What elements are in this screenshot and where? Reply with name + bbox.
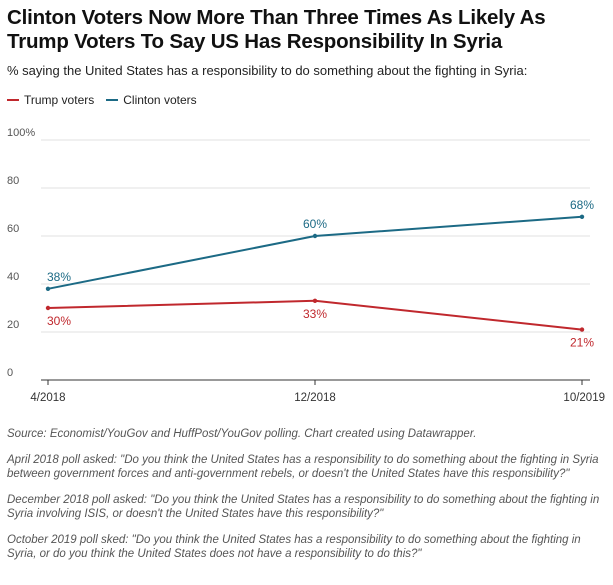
- chart-title: Clinton Voters Now More Than Three Times…: [7, 6, 546, 53]
- legend-item-clinton: Clinton voters: [106, 93, 197, 107]
- december-poll-note: December 2018 poll asked: "Do you think …: [7, 494, 600, 520]
- legend-item-trump: Trump voters: [7, 93, 94, 107]
- data-point-trump: [45, 305, 51, 311]
- y-tick-label: 20: [7, 319, 19, 331]
- october-poll-note: October 2019 poll sked: "Do you think th…: [7, 534, 581, 560]
- data-point-clinton: [312, 233, 318, 239]
- data-label-trump: 33%: [303, 307, 327, 321]
- april-poll-note: April 2018 poll asked: "Do you think the…: [7, 454, 599, 480]
- data-point-clinton: [45, 286, 51, 291]
- legend-label-clinton: Clinton voters: [123, 93, 197, 107]
- legend-swatch-trump: [7, 99, 19, 101]
- data-label-clinton: 68%: [570, 198, 594, 212]
- x-tick-label: 12/2018: [294, 392, 336, 404]
- x-tick-label: 10/2019: [563, 392, 605, 404]
- legend-swatch-clinton: [106, 99, 119, 101]
- y-tick-label: 0: [7, 367, 13, 379]
- y-tick-label: 40: [7, 271, 19, 283]
- y-tick-label: 60: [7, 223, 19, 235]
- data-label-trump: 30%: [47, 314, 71, 328]
- x-tick-label: 4/2018: [30, 392, 65, 404]
- chart-subtitle: % saying the United States has a respons…: [7, 63, 528, 78]
- chart-notes: Source: Economist/YouGov and HuffPost/Yo…: [7, 427, 607, 573]
- y-tick-label: 80: [7, 175, 19, 187]
- data-label-clinton: 60%: [303, 217, 327, 231]
- line-chart: 0 20 40 60 80 100% 4/2018 12/2018 10/2019 30% 33% 2…: [7, 127, 605, 404]
- legend-label-trump: Trump voters: [24, 93, 95, 107]
- data-point-clinton: [579, 214, 585, 219]
- data-label-trump: 21%: [570, 336, 594, 350]
- data-label-clinton: 38%: [47, 270, 71, 284]
- chart-legend: Trump voters Clinton voters: [7, 93, 209, 107]
- y-tick-label: 100%: [7, 127, 35, 139]
- data-point-trump: [579, 327, 585, 332]
- source-note: Source: Economist/YouGov and HuffPost/Yo…: [7, 428, 477, 440]
- data-point-trump: [312, 298, 318, 303]
